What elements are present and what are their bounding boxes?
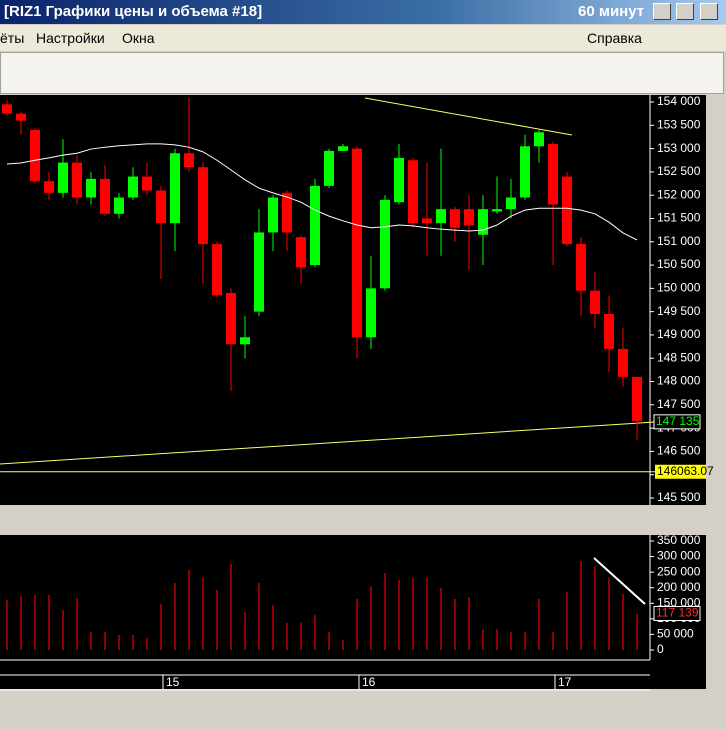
close-button[interactable] (700, 3, 718, 20)
candle-body (44, 181, 54, 193)
candle-body (58, 162, 68, 193)
candle-body (464, 209, 474, 226)
candle-body (520, 146, 530, 198)
y-tick-label: 151 500 (657, 211, 701, 225)
candle-body (534, 132, 544, 147)
candle-body (450, 209, 460, 228)
y-tick-label: 150 000 (657, 595, 701, 609)
candle-body (590, 290, 600, 314)
last-price-tag (653, 414, 701, 430)
last-volume-label: 117 139 (656, 606, 699, 620)
candle-body (618, 348, 628, 377)
y-tick-label: 152 000 (657, 187, 701, 201)
candle-body (114, 197, 124, 214)
interval: 60 минут (578, 3, 645, 20)
y-tick-label: 145 500 (657, 490, 701, 504)
y-tick-label: 152 500 (657, 164, 701, 178)
candle-body (226, 293, 236, 345)
y-tick-label: 149 500 (657, 304, 701, 318)
candle-body (310, 185, 320, 266)
window-title: [RIZ1 Графики цены и объема #18] (4, 3, 263, 20)
moving-average (6, 143, 638, 241)
candle-body (324, 150, 334, 186)
candle-body (394, 157, 404, 203)
candle-body (268, 197, 278, 233)
candle-body (632, 376, 642, 422)
candle-body (422, 218, 432, 224)
candle-body (338, 146, 348, 151)
candle-body (548, 143, 558, 205)
candle-body (72, 162, 82, 198)
scrollbar[interactable] (706, 95, 720, 505)
trendline (364, 97, 573, 136)
y-tick-label: 200 000 (657, 580, 701, 594)
y-tick-label: 153 000 (657, 141, 701, 155)
y-tick-label: 148 500 (657, 350, 701, 364)
candle-body (100, 178, 110, 214)
trendline (593, 557, 646, 605)
candle-body (506, 197, 516, 210)
y-tick-label: 148 000 (657, 374, 701, 388)
candle-body (86, 178, 96, 198)
candle-body (366, 288, 376, 338)
y-tick-label: 50 000 (657, 627, 694, 641)
candle-body (30, 129, 40, 182)
candle-body (156, 190, 166, 224)
level-tag (655, 464, 706, 479)
candle-body (2, 104, 12, 114)
title-bar: [RIZ1 Графики цены и объема #18] 60 мину… (0, 0, 726, 24)
y-tick-label: 147 500 (657, 397, 701, 411)
last-volume-tag (653, 606, 701, 622)
y-tick-label: 153 500 (657, 117, 701, 131)
menu-item[interactable]: Справка (587, 30, 642, 46)
y-tick-label: 350 000 (657, 533, 701, 547)
candle-body (436, 209, 446, 224)
candle-body (184, 153, 194, 168)
level-label: 146063.07 (657, 464, 714, 478)
candle-body (492, 209, 502, 212)
y-tick-label: 0 (657, 642, 664, 656)
y-tick-label: 300 000 (657, 549, 701, 563)
candle-body (604, 313, 614, 349)
candle-body (282, 192, 292, 233)
candle-body (254, 232, 264, 312)
y-tick-label: 149 000 (657, 327, 701, 341)
candle-body (128, 176, 138, 198)
menu-item[interactable]: Окна (122, 30, 155, 46)
candle-body (380, 199, 390, 289)
y-tick-label: 250 000 (657, 564, 701, 578)
candle-body (478, 209, 488, 235)
y-tick-label: 150 000 (657, 281, 701, 295)
last-price-label: 147 135 (656, 414, 700, 428)
candle-body (212, 244, 222, 296)
candle-body (198, 167, 208, 245)
maximize-button[interactable] (676, 3, 694, 20)
toolbar (0, 52, 724, 94)
y-tick-label: 150 500 (657, 257, 701, 271)
candle-body (16, 113, 26, 121)
menu-item[interactable]: ёты (0, 30, 25, 46)
candle-body (296, 237, 306, 268)
candle-body (142, 176, 152, 191)
candle-body (562, 176, 572, 245)
candle-body (170, 153, 180, 224)
candle-body (240, 337, 250, 345)
y-tick-label: 146 500 (657, 444, 701, 458)
y-tick-label: 151 000 (657, 234, 701, 248)
trendline (0, 421, 656, 465)
x-tick-label: 17 (558, 675, 572, 689)
volume-panel (0, 535, 706, 689)
menu-bar: ёты Настройки Окна Справка (0, 25, 726, 51)
x-tick-label: 15 (166, 675, 180, 689)
menu-item[interactable]: Настройки (36, 30, 105, 46)
candle-body (576, 244, 586, 291)
candle-body (408, 160, 418, 224)
y-tick-label: 154 000 (657, 94, 701, 108)
x-tick-label: 16 (362, 675, 376, 689)
minimize-button[interactable] (653, 3, 671, 20)
candle-body (352, 148, 362, 338)
